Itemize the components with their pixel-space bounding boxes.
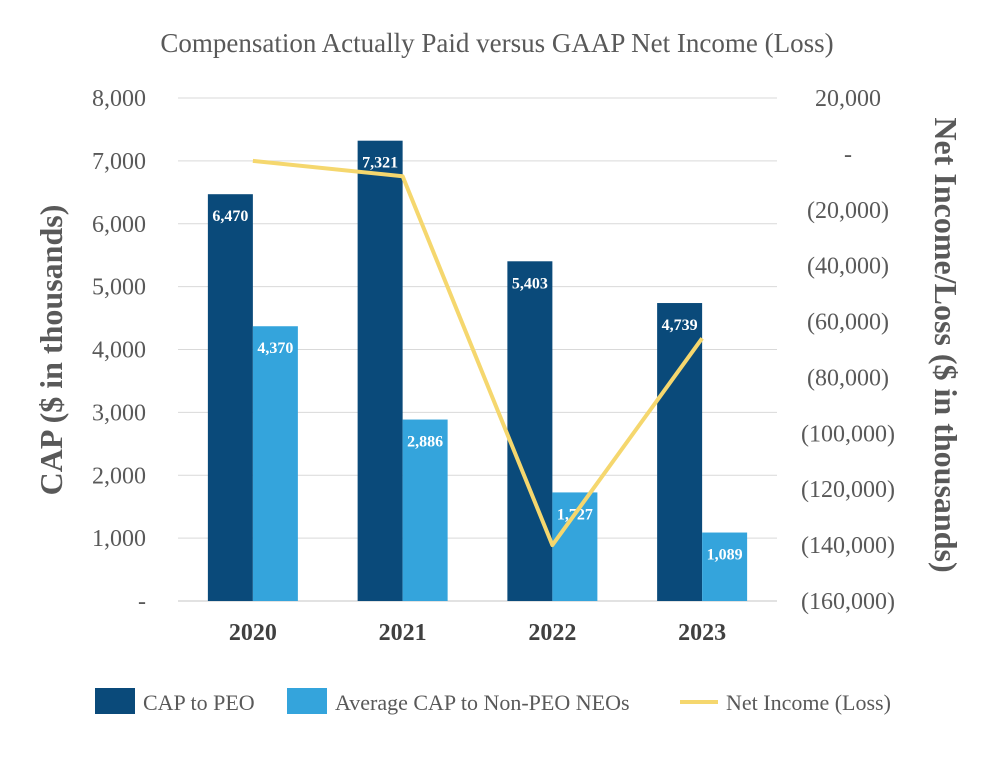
left-tick-label: - xyxy=(138,589,146,615)
bar-cap-peo-2020 xyxy=(207,194,253,602)
right-tick-label: (40,000) xyxy=(807,254,889,280)
left-tick-label: 6,000 xyxy=(92,212,146,238)
left-tick-label: 4,000 xyxy=(92,338,146,364)
x-category-label: 2020 xyxy=(229,620,277,646)
bar-value-label: 4,739 xyxy=(662,317,698,334)
legend: CAP to PEO Average CAP to Non-PEO NEOs N… xyxy=(95,688,891,715)
right-tick-label: (120,000) xyxy=(801,477,895,503)
right-axis-title: Net Income/Loss ($ in thousands) xyxy=(928,117,964,572)
bar-value-label: 1,089 xyxy=(707,547,743,564)
left-tick-label: 3,000 xyxy=(92,400,146,426)
right-tick-label: - xyxy=(844,142,852,168)
bar-value-label: 5,403 xyxy=(512,275,548,292)
right-tick-label: (80,000) xyxy=(807,365,889,391)
left-tick-label: 2,000 xyxy=(92,463,146,489)
bar-avg-cap-neo-2020 xyxy=(252,326,298,601)
bar-value-label: 2,886 xyxy=(407,434,443,451)
net-income-line xyxy=(252,158,704,548)
left-axis-title: CAP ($ in thousands) xyxy=(33,205,69,496)
bar-avg-cap-neo-2022 xyxy=(552,492,598,601)
right-tick-label: (100,000) xyxy=(801,421,895,447)
bar-value-label: 7,321 xyxy=(362,155,398,172)
legend-label-avg-cap-neo: Average CAP to Non-PEO NEOs xyxy=(335,690,630,715)
bar-avg-cap-neo-2021 xyxy=(402,419,448,601)
legend-swatch-cap-peo xyxy=(95,688,135,714)
bar-value-label: 6,470 xyxy=(212,208,248,225)
left-tick-label: 7,000 xyxy=(92,149,146,175)
bar-cap-peo-2023 xyxy=(657,303,703,601)
x-category-label: 2022 xyxy=(528,620,576,646)
bar-avg-cap-neo-2023 xyxy=(702,532,748,601)
left-tick-label: 1,000 xyxy=(92,526,146,552)
right-tick-label: (160,000) xyxy=(801,589,895,615)
bar-cap-peo-2022 xyxy=(507,261,553,601)
line-layer xyxy=(252,158,704,548)
right-tick-label: (140,000) xyxy=(801,533,895,559)
legend-label-net-income: Net Income (Loss) xyxy=(726,690,891,715)
right-tick-label: 20,000 xyxy=(815,86,881,112)
chart-title: Compensation Actually Paid versus GAAP N… xyxy=(160,28,833,58)
right-tick-label: (20,000) xyxy=(807,198,889,224)
legend-label-cap-peo: CAP to PEO xyxy=(143,690,255,715)
left-tick-label: 8,000 xyxy=(92,86,146,112)
x-axis-categories: 2020 2021 2022 2023 xyxy=(229,620,726,646)
left-axis-ticks: - 1,000 2,000 3,000 4,000 5,000 6,000 7,000 8,00… xyxy=(92,86,146,615)
right-axis-ticks: 20,000 - (20,000) (40,000) (60,000) (80,000) (… xyxy=(801,86,895,615)
legend-swatch-avg-cap-neo xyxy=(287,688,327,714)
bar-cap-peo-2021 xyxy=(357,140,403,601)
x-category-label: 2021 xyxy=(379,620,427,646)
bars xyxy=(207,140,748,602)
left-tick-label: 5,000 xyxy=(92,275,146,301)
x-category-label: 2023 xyxy=(678,620,726,646)
right-tick-label: (60,000) xyxy=(807,310,889,336)
bar-value-label: 4,370 xyxy=(257,340,293,357)
